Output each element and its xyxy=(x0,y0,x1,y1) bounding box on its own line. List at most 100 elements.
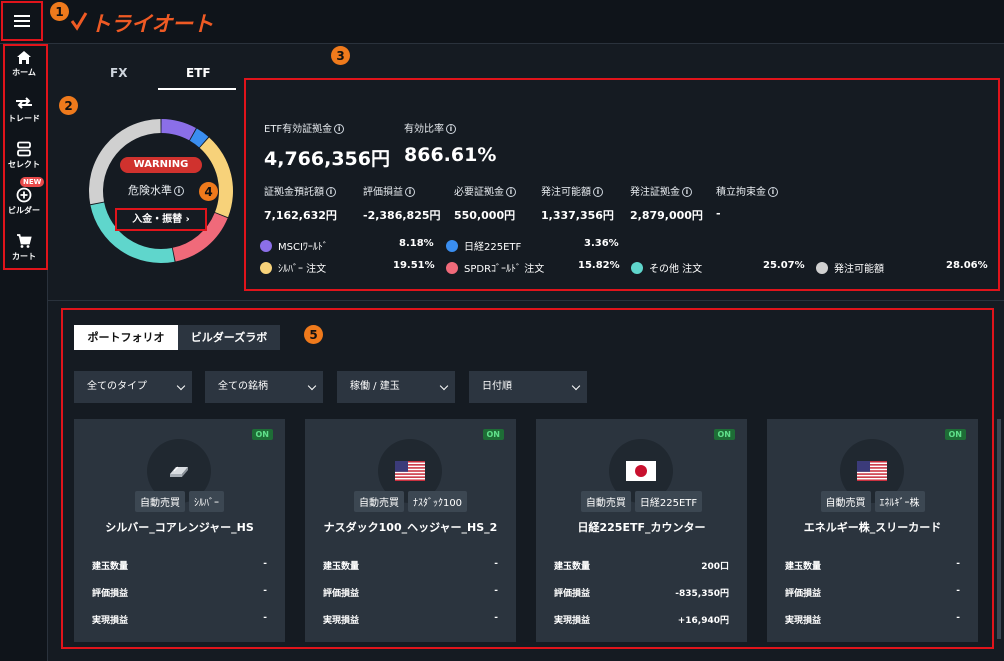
metric-label-text: 評価損益 xyxy=(363,187,403,198)
legend-item: MSCIﾜｰﾙﾄﾞ xyxy=(260,238,328,253)
legend-label: ｼﾙﾊﾞｰ 注文 xyxy=(278,264,327,275)
sidebar-item-label: カート xyxy=(12,252,36,261)
donut-slice xyxy=(89,119,161,205)
chevron-down-icon xyxy=(571,381,581,391)
filter-symbol-dropdown[interactable]: 全ての銘柄 xyxy=(205,371,323,403)
risk-level-text: 危険水準 xyxy=(128,184,172,197)
legend-dot xyxy=(446,239,458,252)
filter-sort-dropdown[interactable]: 日付順 xyxy=(469,371,587,403)
section-divider xyxy=(48,300,1004,301)
metric-label: 評価損益 i xyxy=(363,183,415,198)
donut-slice xyxy=(90,202,175,263)
sidebar-item-select[interactable]: セレクト xyxy=(0,140,48,170)
tab-etf[interactable]: ETF xyxy=(186,66,211,80)
legend-dot xyxy=(260,239,272,252)
metric-label-text: 必要証拠金 xyxy=(454,187,504,198)
legend-item: 日経225ETF xyxy=(446,238,521,253)
row-value: 200口 xyxy=(701,562,729,572)
metric-value: 550,000円 xyxy=(454,209,516,222)
card-row-unrealized: 評価損益 - xyxy=(323,586,498,599)
strategy-card[interactable]: ON 自動売買 日経225ETF 日経225ETF_カウンター 建玉数量 200口 … xyxy=(536,419,747,642)
metric-label-text: 証拠金預託額 xyxy=(264,187,324,198)
row-label: 実現損益 xyxy=(785,616,822,626)
card-row-realized: 実現損益 - xyxy=(92,613,267,626)
card-tag: ｼﾙﾊﾞｰ xyxy=(189,491,224,512)
horizontal-scrollbar[interactable] xyxy=(997,419,1001,639)
info-icon[interactable]: i xyxy=(682,187,692,197)
sidebar-item-builder[interactable]: NEW ビルダー xyxy=(0,177,48,216)
donut-slice xyxy=(189,128,209,148)
info-icon[interactable]: i xyxy=(593,187,603,197)
hamburger-menu-button[interactable] xyxy=(1,1,43,41)
metric-value: -2,386,825円 xyxy=(363,209,441,222)
new-badge: NEW xyxy=(20,177,45,187)
tab-portfolio[interactable]: ポートフォリオ xyxy=(74,325,178,350)
callout-marker-3: 3 xyxy=(331,46,350,65)
deposit-transfer-button[interactable]: 入金・振替 › xyxy=(115,208,207,231)
filter-type-dropdown[interactable]: 全てのタイプ xyxy=(74,371,192,403)
row-value: - xyxy=(494,559,498,569)
tab-fx[interactable]: FX xyxy=(110,66,128,80)
legend-dot xyxy=(816,261,828,274)
brand-logo[interactable]: トライオート xyxy=(70,8,214,38)
effective-ratio-label: 有効比率 i xyxy=(404,120,456,135)
account-summary-panel: ETF有効証拠金 i 有効比率 i 4,766,356円 866.61% 証拠金預託… xyxy=(244,78,1000,291)
top-header: 1 トライオート xyxy=(0,0,1004,44)
row-label: 建玉数量 xyxy=(92,562,129,572)
sidebar-item-trade[interactable]: トレード xyxy=(0,94,48,124)
legend-item: その他 注文 xyxy=(631,260,702,275)
metric-label-text: 発注可能額 xyxy=(541,187,591,198)
info-icon[interactable]: i xyxy=(768,187,778,197)
donut-slice xyxy=(199,137,234,218)
info-icon[interactable]: i xyxy=(174,186,184,196)
row-value: - xyxy=(263,559,267,569)
strategy-card[interactable]: ON 自動売買 ﾅｽﾀﾞｯｸ100 ナスダック100_ヘッジャー_HS_2 建玉数… xyxy=(305,419,516,642)
row-value: - xyxy=(956,613,960,623)
metric-label-text: 積立拘束金 xyxy=(716,187,766,198)
effective-margin-value: 4,766,356円 xyxy=(264,148,390,170)
logo-check-icon xyxy=(70,12,88,31)
legend-percent: 15.82% xyxy=(578,260,620,271)
legend-label: 日経225ETF xyxy=(464,242,522,253)
metric-label: 発注可能額 i xyxy=(541,183,603,198)
sidebar-item-label: ビルダー xyxy=(8,206,40,215)
card-row-position: 建玉数量 - xyxy=(92,559,267,572)
tab-builders-lab[interactable]: ビルダーズラボ xyxy=(178,325,280,350)
strategy-card[interactable]: ON 自動売買 ｴﾈﾙｷﾞｰ株 エネルギー株_スリーカード 建玉数量 - 評価損益 -… xyxy=(767,419,978,642)
status-badge: ON xyxy=(251,429,273,440)
row-label: 評価損益 xyxy=(785,589,822,599)
info-icon[interactable]: i xyxy=(405,187,415,197)
card-tag: ｴﾈﾙｷﾞｰ株 xyxy=(874,491,925,512)
row-value: - xyxy=(494,586,498,596)
filter-label: 全てのタイプ xyxy=(87,381,147,392)
sidebar-item-home[interactable]: ホーム xyxy=(0,48,48,78)
card-row-position: 建玉数量 - xyxy=(785,559,960,572)
effective-ratio-label-text: 有効比率 xyxy=(404,124,444,135)
row-label: 実現損益 xyxy=(92,616,129,626)
filter-label: 全ての銘柄 xyxy=(218,381,268,392)
legend-percent: 3.36% xyxy=(584,238,619,249)
metric-value: 7,162,632円 xyxy=(264,209,337,222)
legend-label: SPDRｺﾞｰﾙﾄﾞ 注文 xyxy=(464,264,545,275)
metric-value: 1,337,356円 xyxy=(541,209,614,222)
donut-slice xyxy=(172,212,228,262)
card-tag: 自動売買 xyxy=(353,491,404,512)
info-icon[interactable]: i xyxy=(334,124,345,134)
info-icon[interactable]: i xyxy=(506,187,516,197)
info-icon[interactable]: i xyxy=(446,124,456,134)
status-badge: ON xyxy=(713,429,735,440)
us-flag-icon xyxy=(840,439,904,503)
info-icon[interactable]: i xyxy=(326,187,336,197)
strategy-card[interactable]: ON 自動売買 ｼﾙﾊﾞｰ シルバー_コアレンジャー_HS 建玉数量 - 評価損益 -… xyxy=(74,419,285,642)
callout-marker-4: 4 xyxy=(199,182,218,201)
row-label: 評価損益 xyxy=(92,589,129,599)
sidebar-item-cart[interactable]: カート xyxy=(0,232,48,262)
card-tag: 日経225ETF xyxy=(634,491,703,512)
row-label: 評価損益 xyxy=(554,589,591,599)
legend-item: ｼﾙﾊﾞｰ 注文 xyxy=(260,260,326,275)
row-value: - xyxy=(263,586,267,596)
row-label: 実現損益 xyxy=(554,616,591,626)
row-label: 建玉数量 xyxy=(554,562,591,572)
filter-status-dropdown[interactable]: 稼働 / 建玉 xyxy=(337,371,455,403)
row-value: - xyxy=(263,613,267,623)
